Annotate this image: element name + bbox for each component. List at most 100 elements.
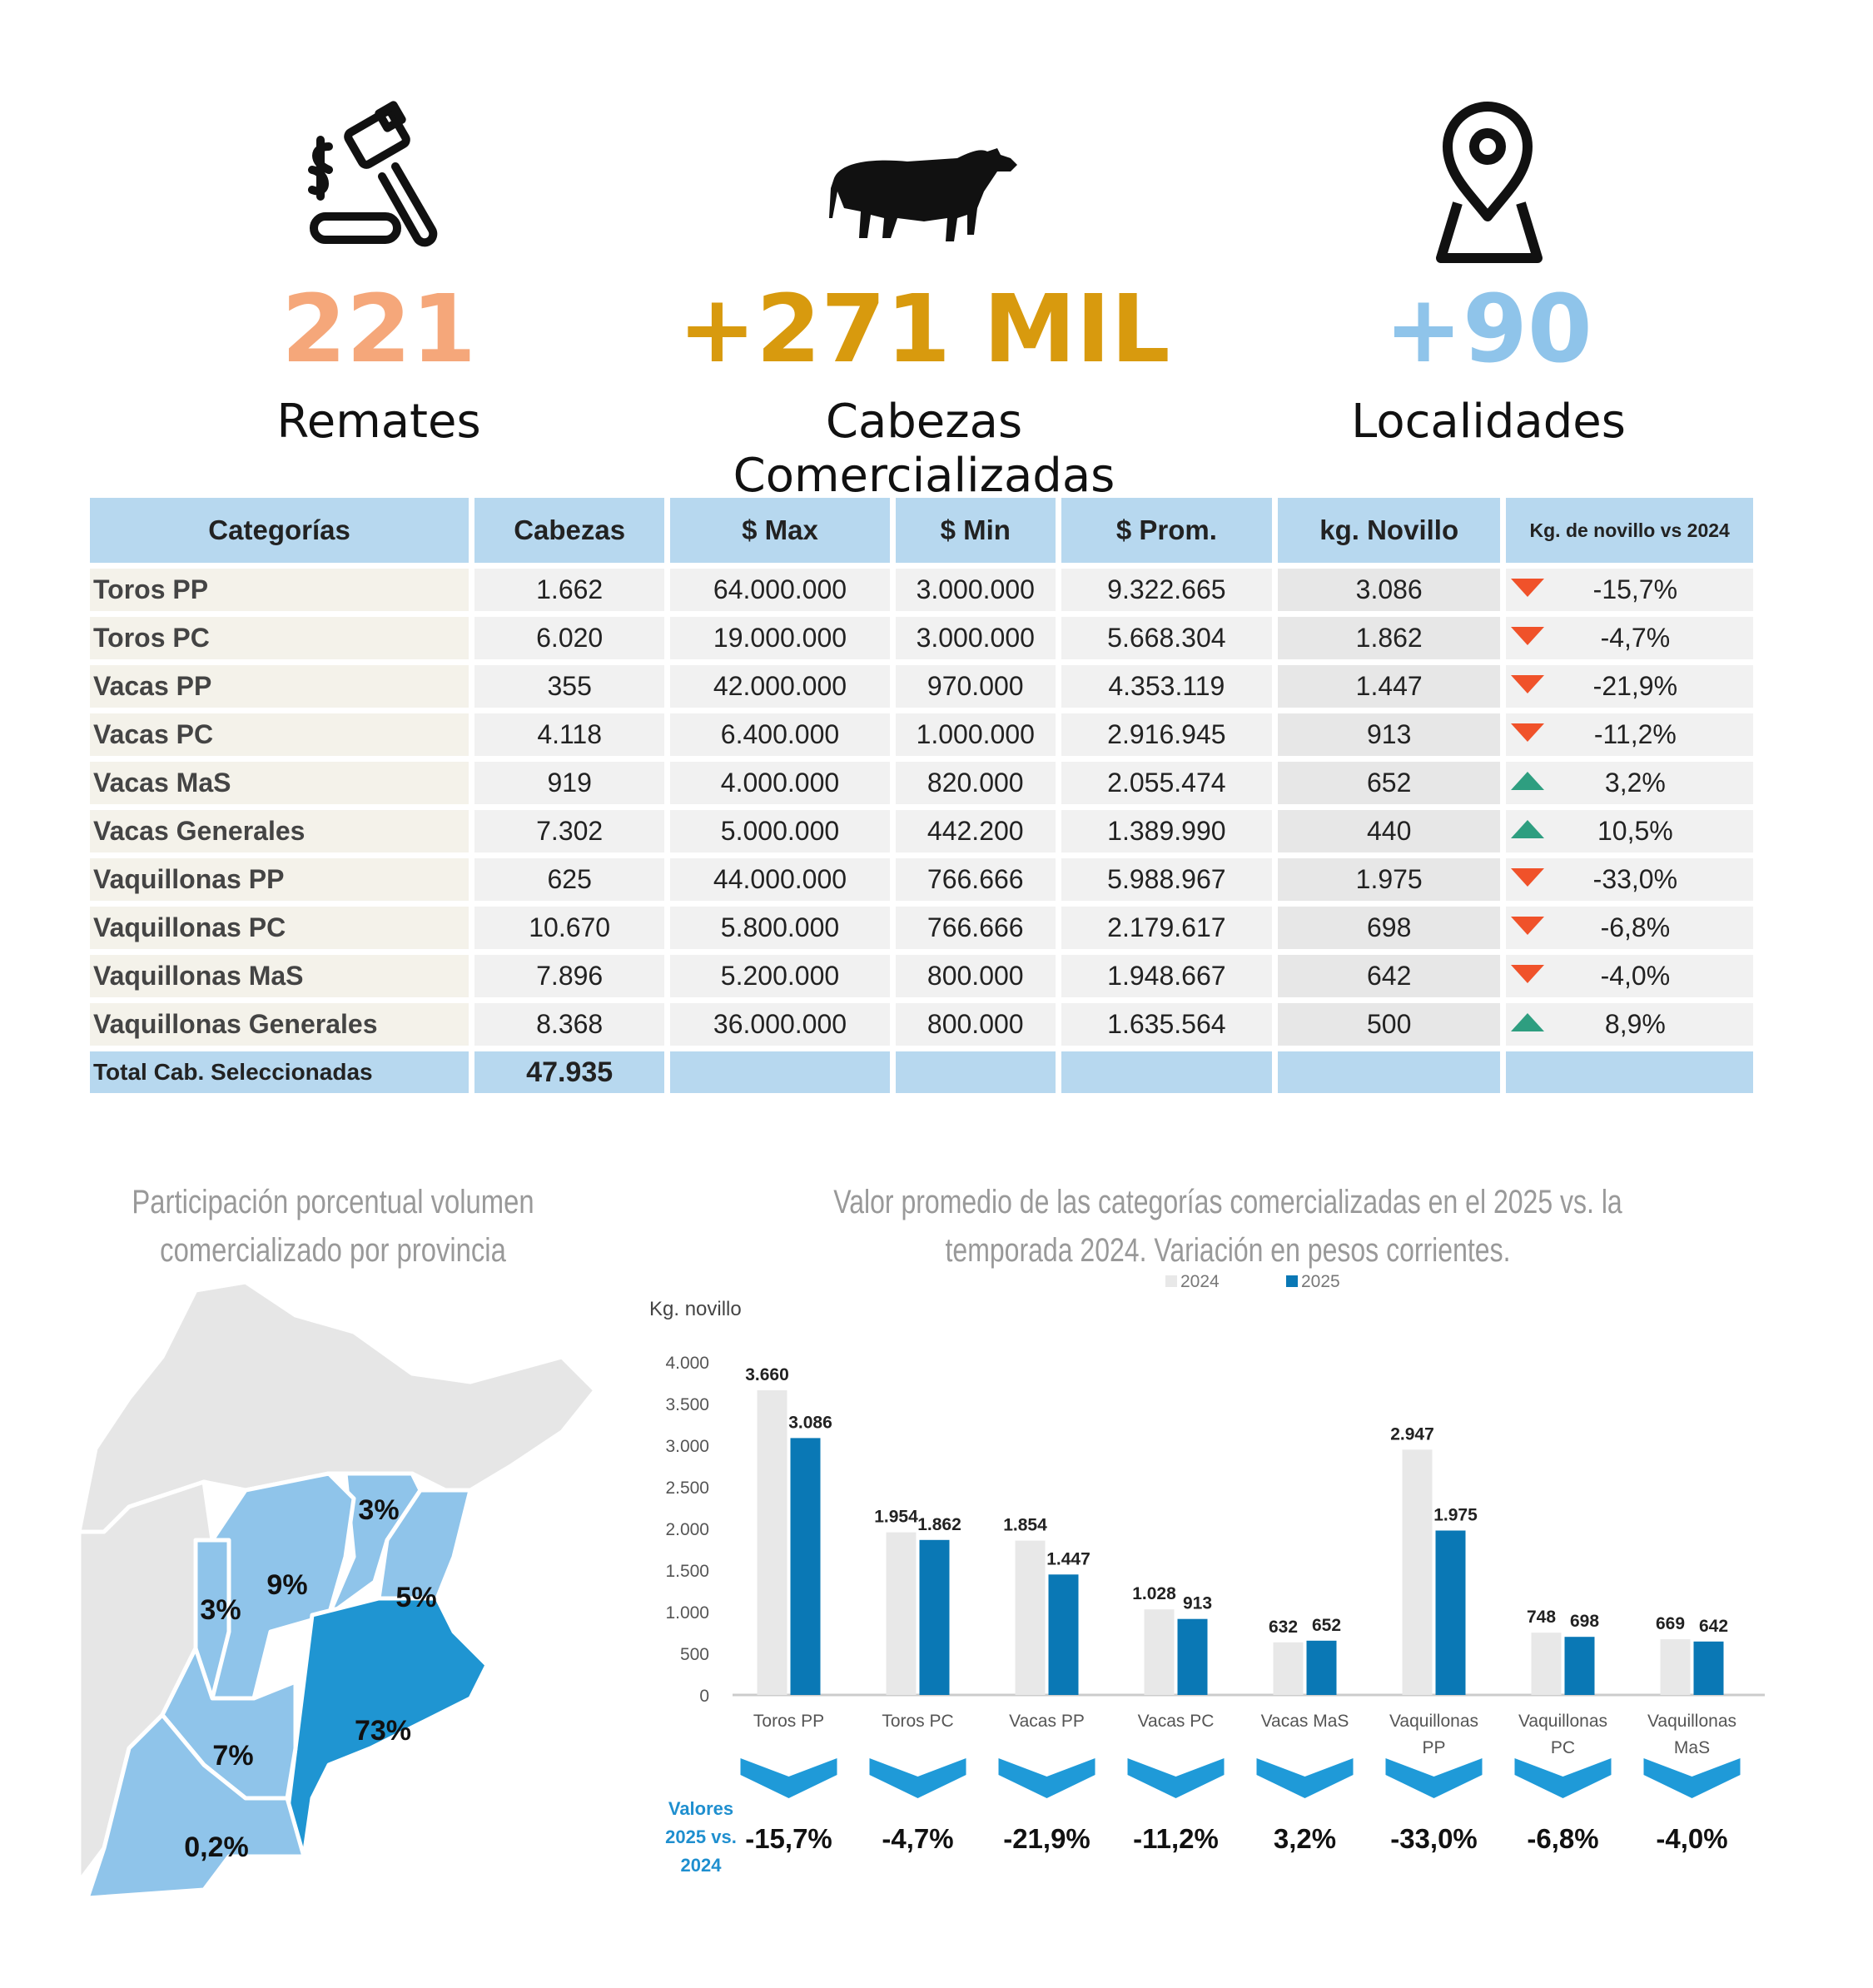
- map-label: 7%: [212, 1740, 253, 1772]
- chevron-down-icon: [1385, 1758, 1483, 1798]
- kg-novillo-cell: 500: [1278, 1003, 1501, 1046]
- province-map: 3% 9% 3% 5% 73% 7% 0,2%: [79, 1282, 598, 1898]
- x-tick-label: Vaquillonas: [1518, 1712, 1607, 1731]
- kpi-localidades: +90 Localidades: [1197, 92, 1780, 449]
- prom-cell: 9.322.665: [1061, 569, 1273, 611]
- data-label: 3.660: [745, 1365, 789, 1384]
- y-tick-label: 2.000: [665, 1520, 709, 1539]
- data-label: 3.086: [788, 1413, 832, 1432]
- table-row: Toros PP 1.662 64.000.000 3.000.000 9.32…: [90, 569, 1753, 611]
- kpi-cabezas: +271 MIL Cabezas Comercializadas: [633, 92, 1215, 503]
- variation-label: Valores: [668, 1798, 733, 1819]
- bar-2024: [1144, 1609, 1175, 1695]
- prom-cell: 2.055.474: [1061, 762, 1273, 804]
- table-header: Categorías Cabezas $ Max $ Min $ Prom. k…: [90, 498, 1753, 563]
- variation-label: 2024: [681, 1855, 723, 1876]
- prom-cell: 4.353.119: [1061, 665, 1273, 708]
- category-cell: Vaquillonas PP: [90, 858, 469, 901]
- variation-value: -11,2%: [1593, 719, 1677, 749]
- cabezas-cell: 6.020: [474, 617, 665, 659]
- cabezas-cell: 7.302: [474, 810, 665, 852]
- kg-novillo-cell: 1.447: [1278, 665, 1501, 708]
- variation-value: -4,0%: [1656, 1823, 1727, 1854]
- x-tick-label: Vaquillonas: [1647, 1712, 1736, 1731]
- category-cell: Vaquillonas Generales: [90, 1003, 469, 1046]
- kpi-label: Localidades: [1351, 395, 1626, 449]
- chevron-down-icon: [1127, 1758, 1225, 1798]
- kpi-remates: 221 Remates: [87, 92, 670, 449]
- kpi-value: +90: [1384, 276, 1592, 384]
- y-tick-label: 2.500: [665, 1479, 709, 1498]
- kpi-value: +271 MIL: [678, 276, 1170, 384]
- prom-cell: 5.668.304: [1061, 617, 1273, 659]
- variation-value: -4,7%: [882, 1823, 953, 1854]
- max-cell: 5.000.000: [670, 810, 890, 852]
- prom-cell: 2.916.945: [1061, 713, 1273, 756]
- max-cell: 36.000.000: [670, 1003, 890, 1046]
- bar-2025: [1048, 1574, 1079, 1695]
- cabezas-cell: 919: [474, 762, 665, 804]
- max-cell: 44.000.000: [670, 858, 890, 901]
- col-header: $ Min: [895, 498, 1056, 563]
- col-header: kg. Novillo: [1278, 498, 1501, 563]
- min-cell: 800.000: [895, 955, 1056, 997]
- category-cell: Vaquillonas PC: [90, 907, 469, 949]
- variation-value: 3,2%: [1274, 1823, 1336, 1854]
- max-cell: 19.000.000: [670, 617, 890, 659]
- bar-2025: [1435, 1530, 1466, 1695]
- data-label: 2.947: [1390, 1424, 1434, 1444]
- cabezas-cell: 4.118: [474, 713, 665, 756]
- min-cell: 800.000: [895, 1003, 1056, 1046]
- category-cell: Vacas Generales: [90, 810, 469, 852]
- cabezas-cell: 8.368: [474, 1003, 665, 1046]
- variation-cell: -4,7%: [1506, 617, 1753, 659]
- triangle-down-icon: [1511, 623, 1548, 654]
- data-label: 698: [1570, 1612, 1599, 1631]
- min-cell: 766.666: [895, 907, 1056, 949]
- table-row: Vacas PC 4.118 6.400.000 1.000.000 2.916…: [90, 713, 1753, 756]
- category-cell: Vacas PP: [90, 665, 469, 708]
- min-cell: 3.000.000: [895, 569, 1056, 611]
- variation-cell: 8,9%: [1506, 1003, 1753, 1046]
- cabezas-cell: 1.662: [474, 569, 665, 611]
- cabezas-cell: 10.670: [474, 907, 665, 949]
- variation-cell: -6,8%: [1506, 907, 1753, 949]
- data-label: 1.975: [1433, 1506, 1478, 1525]
- col-header: Kg. de novillo vs 2024: [1506, 498, 1753, 563]
- bar-2025: [1306, 1640, 1337, 1695]
- variation-cell: -15,7%: [1506, 569, 1753, 611]
- legend-label: 2025: [1301, 1274, 1340, 1291]
- y-tick-label: 3.500: [665, 1395, 709, 1414]
- data-label: 1.028: [1132, 1584, 1176, 1603]
- data-label: 1.854: [1003, 1516, 1047, 1535]
- triangle-up-icon: [1511, 1009, 1548, 1040]
- table-row: Vaquillonas PC 10.670 5.800.000 766.666 …: [90, 907, 1753, 949]
- bar-2024: [1015, 1540, 1046, 1695]
- variation-value: 10,5%: [1597, 816, 1673, 846]
- col-header: Cabezas: [474, 498, 665, 563]
- y-tick-label: 0: [699, 1687, 709, 1706]
- max-cell: 64.000.000: [670, 569, 890, 611]
- cabezas-cell: 625: [474, 858, 665, 901]
- data-label: 642: [1699, 1617, 1728, 1636]
- cow-icon: [633, 92, 1215, 266]
- kg-novillo-cell: 3.086: [1278, 569, 1501, 611]
- legend-swatch-2024: [1165, 1275, 1177, 1287]
- prom-cell: 1.389.990: [1061, 810, 1273, 852]
- x-tick-label: Vaquillonas: [1389, 1712, 1478, 1731]
- category-cell: Vaquillonas MaS: [90, 955, 469, 997]
- bar-2025: [1564, 1637, 1595, 1695]
- variation-value: -15,7%: [745, 1823, 832, 1854]
- kg-novillo-cell: 652: [1278, 762, 1501, 804]
- kg-novillo-cell: 440: [1278, 810, 1501, 852]
- data-label: 748: [1527, 1608, 1556, 1627]
- max-cell: 5.800.000: [670, 907, 890, 949]
- prom-cell: 5.988.967: [1061, 858, 1273, 901]
- variation-value: -15,7%: [1592, 574, 1678, 604]
- total-label: Total Cab. Seleccionadas: [90, 1051, 469, 1093]
- kg-novillo-cell: 698: [1278, 907, 1501, 949]
- variation-cell: 3,2%: [1506, 762, 1753, 804]
- province-rio-negro: [85, 1712, 306, 1898]
- x-tick-label: Vacas MaS: [1261, 1712, 1349, 1731]
- bar-2024: [1660, 1639, 1691, 1695]
